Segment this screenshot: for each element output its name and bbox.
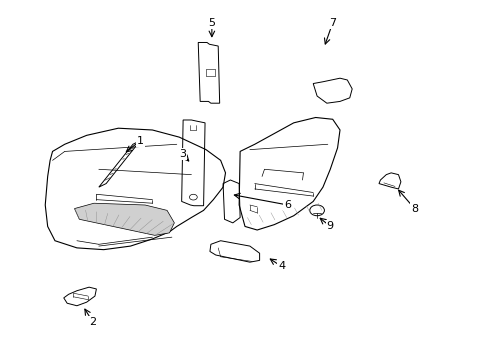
Text: 9: 9 bbox=[327, 221, 334, 231]
Text: 3: 3 bbox=[179, 149, 186, 159]
Polygon shape bbox=[74, 203, 174, 235]
Text: 4: 4 bbox=[278, 261, 285, 271]
Text: 7: 7 bbox=[329, 18, 336, 28]
Text: 6: 6 bbox=[284, 200, 292, 210]
Text: 2: 2 bbox=[89, 317, 97, 327]
Text: 1: 1 bbox=[137, 136, 144, 146]
Text: 5: 5 bbox=[208, 18, 216, 28]
Text: 8: 8 bbox=[411, 203, 418, 213]
